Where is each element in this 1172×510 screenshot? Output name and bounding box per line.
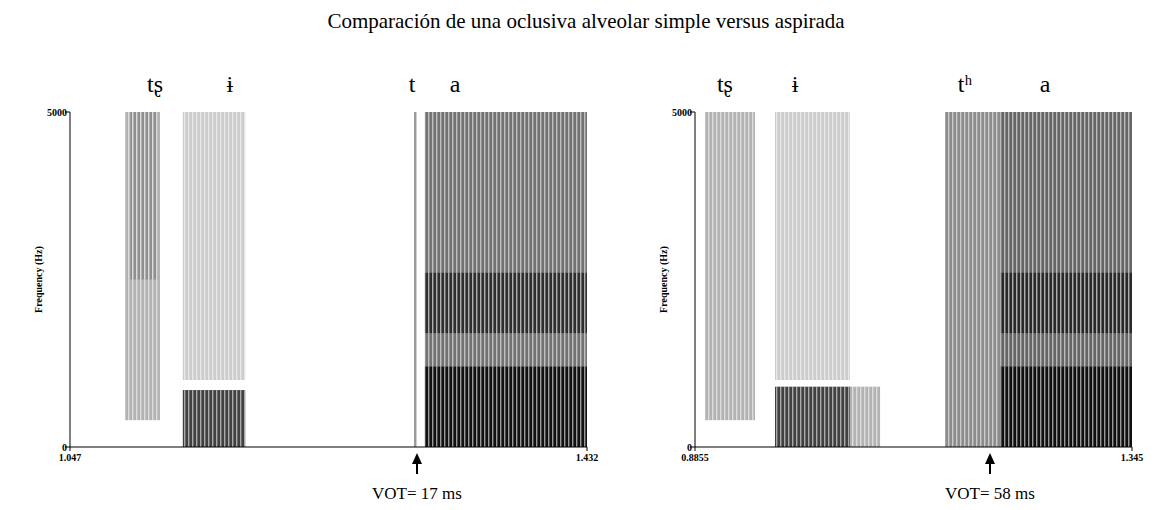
energy-region (1000, 112, 1132, 447)
energy-region (425, 112, 587, 447)
y-axis (70, 112, 71, 447)
striation (414, 112, 417, 447)
arrow-head (412, 453, 422, 464)
striation (850, 387, 880, 447)
x-axis (695, 447, 1132, 448)
segment-label: a (450, 71, 461, 97)
x-tick-label: 0.8855 (681, 452, 709, 463)
segment-label: a (1040, 71, 1051, 97)
energy-region (850, 387, 880, 447)
striation (425, 112, 587, 447)
energy-region (414, 112, 417, 447)
arrow-head (985, 453, 995, 464)
energy-region (705, 112, 755, 420)
energy-region (130, 112, 157, 280)
striation (183, 112, 245, 380)
striation (705, 112, 755, 420)
x-tick (70, 447, 71, 451)
striation (1000, 273, 1132, 333)
striation (425, 367, 587, 447)
y-axis-title: Frequency (Hz) (658, 246, 670, 313)
striation (130, 112, 157, 280)
panel: 050000.88551.345Frequency (Hz)tʂɨtʰaVOT=… (658, 71, 1143, 503)
y-tick-label: 5000 (47, 107, 67, 118)
segment-label: ɨ (227, 71, 234, 97)
energy-region (183, 390, 245, 447)
y-axis (695, 112, 696, 447)
energy-region (183, 112, 245, 380)
energy-region (125, 112, 160, 420)
energy-region (1000, 367, 1132, 447)
striation (775, 387, 850, 447)
energy-region (1000, 273, 1132, 333)
spectrogram (705, 112, 1132, 447)
segment-label: tʰ (958, 71, 973, 97)
striation (183, 390, 245, 447)
striation (775, 112, 850, 380)
energy-region (775, 387, 850, 447)
striation (425, 273, 587, 333)
striation (945, 112, 1000, 447)
energy-region (425, 367, 587, 447)
striation (125, 112, 160, 420)
striation (1000, 367, 1132, 447)
x-tick (587, 447, 588, 451)
energy-region (425, 273, 587, 333)
y-tick-label: 5000 (672, 107, 692, 118)
x-tick-label: 1.047 (59, 452, 82, 463)
energy-region (775, 112, 850, 380)
segment-label: ɨ (792, 71, 799, 97)
segment-label: tʂ (717, 71, 733, 97)
vot-annotation: VOT= 58 ms (945, 484, 1035, 503)
x-tick (1132, 447, 1133, 451)
panel: 050001.0471.432Frequency (Hz)tʂɨtaVOT= 1… (33, 71, 598, 503)
segment-label: tʂ (147, 71, 163, 97)
x-axis (70, 447, 587, 448)
striation (1000, 112, 1132, 447)
spectrogram (125, 112, 587, 447)
figure-title: Comparación de una oclusiva alveolar sim… (327, 9, 845, 33)
x-tick-label: 1.345 (1121, 452, 1144, 463)
x-tick-label: 1.432 (576, 452, 599, 463)
y-axis-title: Frequency (Hz) (33, 246, 45, 313)
x-tick (695, 447, 696, 451)
figure: Comparación de una oclusiva alveolar sim… (0, 0, 1172, 510)
vot-annotation: VOT= 17 ms (372, 484, 462, 503)
energy-region (945, 112, 1000, 447)
segment-label: t (409, 71, 416, 97)
